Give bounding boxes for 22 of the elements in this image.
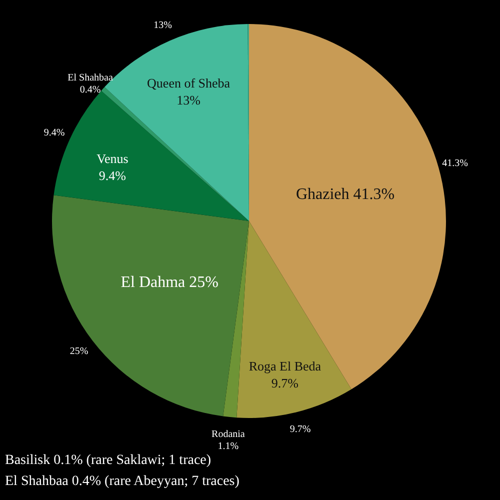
slice-label: Ghazieh 41.3% <box>296 186 395 204</box>
pie-slice <box>52 195 249 416</box>
data-label: 0.4% <box>80 84 101 96</box>
text: 9.4% <box>44 127 65 138</box>
data-label: 25% <box>70 346 88 358</box>
slice-label: El Dahma 25% <box>120 274 218 291</box>
slice-label: El Shahbaa <box>68 72 114 84</box>
pie-slice <box>223 221 249 418</box>
slice-label: Queen of Sheba <box>147 76 230 91</box>
data-label: 9.4% <box>98 168 126 183</box>
data-label: 41.3% <box>442 158 468 170</box>
text: 9.7% <box>290 424 311 435</box>
data-label: 9.7% <box>271 376 299 391</box>
pie-slice <box>236 221 352 418</box>
slice-label: Rodania <box>212 428 246 440</box>
slice-label: Roga El Beda <box>248 358 322 374</box>
text: Basilisk 0.1% (rare Saklawi; 1 trace) <box>5 453 212 468</box>
text: 13% <box>154 20 172 32</box>
slice-label: Venus <box>96 150 128 166</box>
text: El Shahbaa 0.4% (rare Abeyyan; 7 traces) <box>5 474 240 489</box>
data-label: 1.1% <box>218 440 239 452</box>
data-label: 13% <box>176 92 201 108</box>
